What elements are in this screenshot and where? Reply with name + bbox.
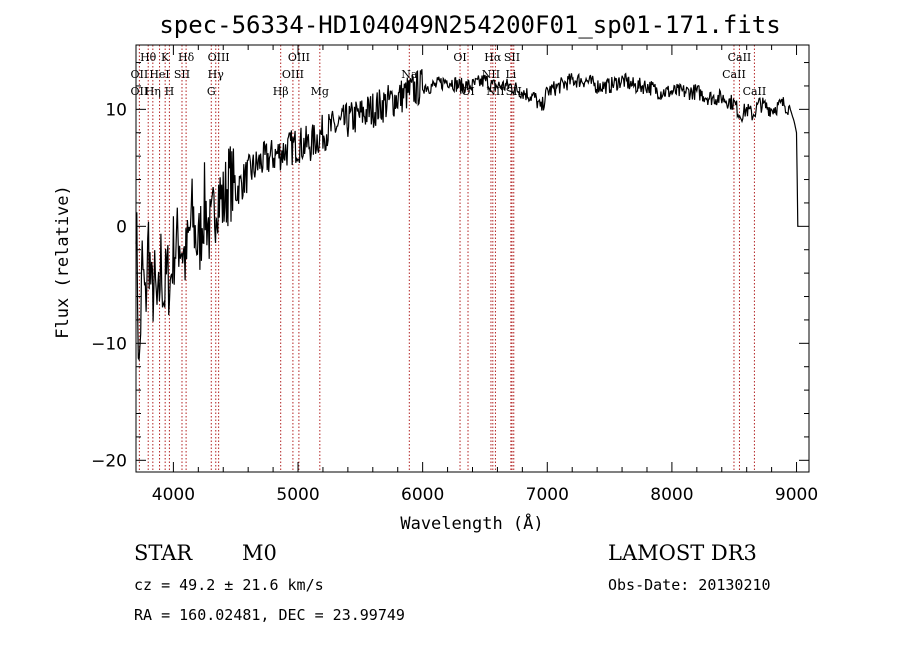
- x-axis-label: Wavelength (Å): [400, 512, 543, 534]
- y-tick-label: −10: [91, 334, 127, 354]
- line-marker-label: Hβ: [273, 85, 289, 98]
- line-marker-label: OII: [131, 85, 149, 98]
- line-marker-label: K: [161, 51, 170, 64]
- object-class: STAR: [134, 541, 193, 565]
- redshift-info: cz = 49.2 ± 21.6 km/s: [134, 576, 324, 594]
- line-marker-label: G: [207, 85, 216, 98]
- y-tick-label: 0: [116, 217, 127, 237]
- chart-title: spec-56334-HD104049N254200F01_sp01-171.f…: [159, 11, 780, 39]
- obs-date: Obs-Date: 20130210: [608, 576, 771, 594]
- line-marker-label: Li: [505, 68, 516, 81]
- x-tick-label: 9000: [775, 485, 818, 505]
- line-marker-label: SII: [504, 51, 520, 64]
- line-marker-label: Hγ: [208, 68, 225, 81]
- y-axis-ticks: −20 −10 0 10: [91, 62, 809, 471]
- line-marker-label: SII: [174, 68, 190, 81]
- line-marker-label: HeI: [149, 68, 169, 81]
- line-marker-label: Hη: [145, 85, 161, 98]
- line-markers: [138, 45, 755, 472]
- x-tick-label: 6000: [401, 485, 444, 505]
- x-tick-label: 7000: [526, 485, 569, 505]
- y-tick-label: −20: [91, 451, 127, 471]
- x-tick-label: 4000: [152, 485, 195, 505]
- line-marker-label: OII: [131, 68, 149, 81]
- line-marker-label: Na: [401, 68, 418, 81]
- line-marker-label: CaII: [722, 68, 746, 81]
- y-axis-label: Flux (relative): [53, 185, 73, 339]
- line-marker-label: CaII: [743, 85, 767, 98]
- y-tick-label: 10: [105, 100, 127, 120]
- coordinates: RA = 160.02481, DEC = 23.99749: [134, 606, 405, 624]
- line-marker-label: Hδ: [178, 51, 195, 64]
- object-subclass: M0: [242, 541, 277, 565]
- line-marker-label: Hθ: [140, 51, 157, 64]
- plot-frame: [135, 44, 810, 473]
- line-marker-label: OIII: [288, 51, 310, 64]
- line-marker-label: OIII: [282, 68, 304, 81]
- line-marker-label: Mg: [311, 85, 329, 98]
- x-tick-label: 5000: [276, 485, 319, 505]
- line-marker-label: OI: [453, 51, 466, 64]
- x-tick-label: 8000: [650, 485, 693, 505]
- spectrum-series-line: [135, 69, 799, 362]
- x-axis-ticks: 4000 5000 6000 7000 8000 9000: [152, 45, 818, 505]
- line-marker-label: Hα: [484, 51, 502, 64]
- survey-name: LAMOST DR3: [608, 541, 757, 565]
- line-marker-label: OIII: [208, 51, 230, 64]
- line-marker-label: NII: [482, 68, 500, 81]
- line-marker-label: H: [165, 85, 175, 98]
- line-marker-label: CaII: [728, 51, 752, 64]
